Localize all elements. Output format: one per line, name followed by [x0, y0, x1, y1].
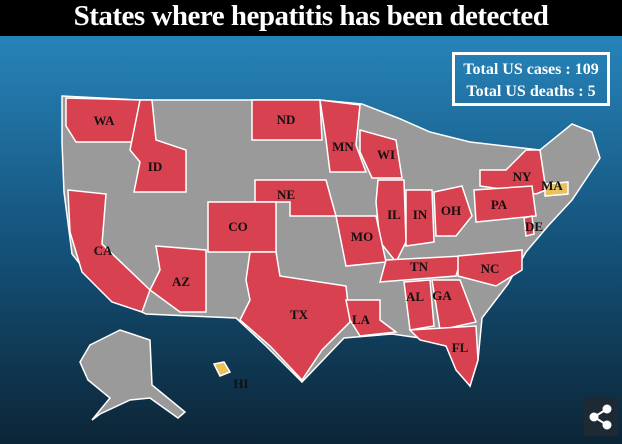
state-region — [67, 189, 151, 313]
state-label: GA — [432, 288, 452, 303]
state-label: MA — [541, 178, 563, 193]
state-region — [479, 149, 547, 195]
state-region — [473, 185, 537, 223]
state-label: DE — [525, 219, 543, 234]
state-region — [345, 299, 398, 337]
state-region — [212, 361, 232, 377]
state-label: WI — [377, 147, 395, 162]
state-region — [129, 99, 187, 193]
state-region — [457, 249, 523, 287]
title: States where hepatitis has been detected — [0, 0, 622, 36]
state-label: MO — [351, 229, 373, 244]
state-label: AZ — [172, 274, 190, 289]
state-label: TN — [410, 259, 429, 274]
state-label: PA — [491, 197, 508, 212]
state-label: HI — [233, 376, 248, 391]
state-region — [378, 255, 464, 283]
total-deaths: Total US deaths : 5 — [466, 83, 596, 100]
state-label: OH — [441, 203, 461, 218]
share-button[interactable] — [584, 398, 618, 436]
state-region — [239, 251, 351, 382]
state-label: CO — [228, 219, 248, 234]
state-region — [251, 99, 323, 141]
state-label: CA — [94, 243, 113, 258]
state-label: NE — [277, 187, 295, 202]
state-label: FL — [452, 340, 469, 355]
state-region — [433, 185, 473, 237]
state-label: AL — [406, 289, 424, 304]
state-label: IL — [387, 207, 401, 222]
state-label: ID — [148, 159, 162, 174]
state-region — [359, 129, 403, 179]
state-region — [149, 245, 207, 313]
state-region — [65, 97, 141, 143]
stats-box: Total US cases : 109 Total US deaths : 5 — [452, 52, 610, 106]
state-label: IN — [413, 207, 428, 222]
state-label: NC — [481, 261, 500, 276]
state-label: LA — [352, 312, 371, 327]
state-region — [544, 181, 569, 197]
state-label: TX — [290, 307, 309, 322]
state-label: ND — [277, 112, 296, 127]
state-region — [403, 279, 435, 331]
state-label: MN — [332, 139, 354, 154]
state-region — [523, 215, 535, 237]
state-region — [408, 325, 479, 388]
share-icon — [589, 404, 612, 430]
state-region — [405, 189, 435, 247]
state-region — [319, 99, 368, 173]
state-label: WA — [94, 113, 116, 128]
total-cases: Total US cases : 109 — [463, 61, 599, 78]
alaska — [79, 329, 187, 421]
state-region — [335, 215, 387, 267]
state-region — [431, 279, 478, 331]
state-label: NY — [513, 169, 532, 184]
